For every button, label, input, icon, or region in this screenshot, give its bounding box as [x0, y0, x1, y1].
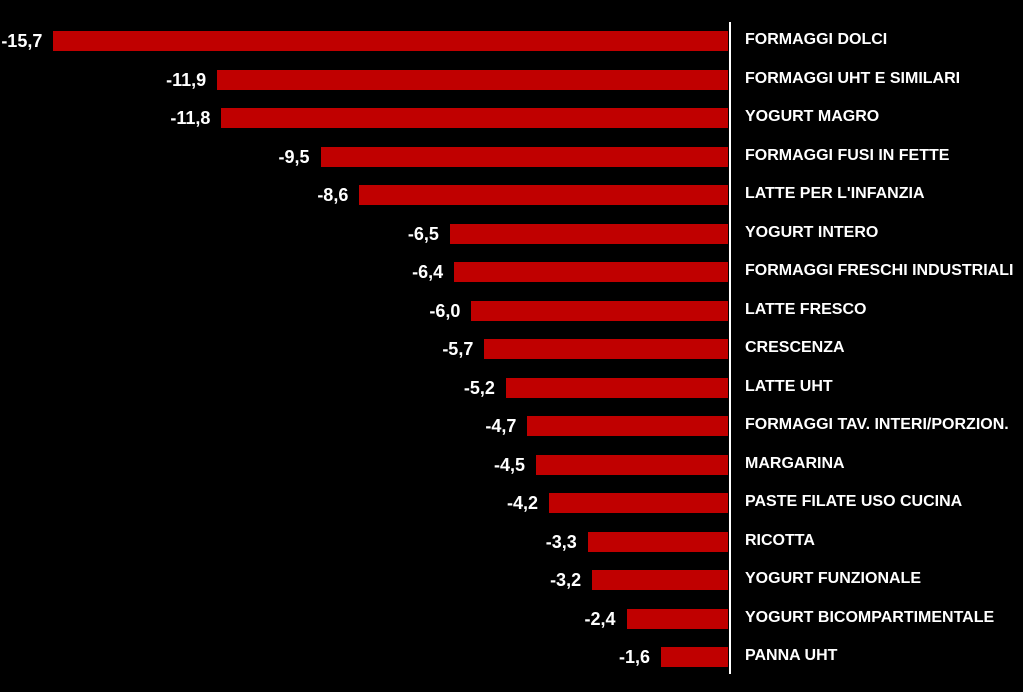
category-label: FORMAGGI DOLCI — [745, 31, 887, 49]
bar — [449, 223, 729, 245]
value-label: -1,6 — [619, 647, 650, 668]
chart-row: -2,4 YOGURT BICOMPARTIMENTALE — [0, 606, 1023, 645]
bar — [52, 30, 729, 52]
chart-row: -3,2 YOGURT FUNZIONALE — [0, 567, 1023, 606]
category-label: YOGURT BICOMPARTIMENTALE — [745, 609, 994, 627]
category-label: PANNA UHT — [745, 647, 837, 665]
value-label: -5,7 — [442, 339, 473, 360]
chart-row: -5,7 CRESCENZA — [0, 336, 1023, 375]
bar — [591, 569, 729, 591]
chart-row: -9,5 FORMAGGI FUSI IN FETTE — [0, 144, 1023, 183]
category-label: YOGURT FUNZIONALE — [745, 570, 921, 588]
bar — [526, 415, 729, 437]
chart-row: -5,2 LATTE UHT — [0, 375, 1023, 414]
chart-row: -4,2 PASTE FILATE USO CUCINA — [0, 490, 1023, 529]
chart-row: -1,6 PANNA UHT — [0, 644, 1023, 683]
category-label: FORMAGGI UHT E SIMILARI — [745, 70, 960, 88]
bar — [626, 608, 729, 630]
chart-row: -11,8 YOGURT MAGRO — [0, 105, 1023, 144]
chart-row: -6,5 YOGURT INTERO — [0, 221, 1023, 260]
value-label: -4,2 — [507, 493, 538, 514]
category-label: FORMAGGI FRESCHI INDUSTRIALI — [745, 262, 1013, 280]
value-label: -9,5 — [279, 147, 310, 168]
value-label: -11,9 — [166, 70, 206, 91]
value-label: -4,7 — [485, 416, 516, 437]
value-label: -15,7 — [1, 31, 42, 52]
chart-row: -4,5 MARGARINA — [0, 452, 1023, 491]
value-label: -4,5 — [494, 455, 525, 476]
bar — [548, 492, 729, 514]
category-label: PASTE FILATE USO CUCINA — [745, 493, 962, 511]
category-label: FORMAGGI TAV. INTERI/PORZION. — [745, 416, 1009, 434]
category-label: FORMAGGI FUSI IN FETTE — [745, 147, 949, 165]
value-label: -6,4 — [412, 262, 443, 283]
bar — [453, 261, 729, 283]
value-label: -6,5 — [408, 224, 439, 245]
bar-chart: -15,7 FORMAGGI DOLCI -11,9 FORMAGGI UHT E S… — [0, 0, 1023, 692]
category-label: YOGURT INTERO — [745, 224, 878, 242]
category-label: YOGURT MAGRO — [745, 108, 879, 126]
category-label: LATTE FRESCO — [745, 301, 866, 319]
category-label: RICOTTA — [745, 532, 815, 550]
value-label: -2,4 — [585, 609, 616, 630]
bar — [470, 300, 729, 322]
chart-row: -3,3 RICOTTA — [0, 529, 1023, 568]
chart-row: -8,6 LATTE PER L'INFANZIA — [0, 182, 1023, 221]
value-label: -11,8 — [170, 108, 210, 129]
value-label: -8,6 — [317, 185, 348, 206]
category-label: MARGARINA — [745, 455, 845, 473]
bar — [535, 454, 729, 476]
category-label: LATTE PER L'INFANZIA — [745, 185, 925, 203]
value-label: -6,0 — [429, 301, 460, 322]
category-label: CRESCENZA — [745, 339, 845, 357]
bar — [220, 107, 729, 129]
chart-row: -15,7 FORMAGGI DOLCI — [0, 28, 1023, 67]
bar — [216, 69, 729, 91]
chart-row: -4,7 FORMAGGI TAV. INTERI/PORZION. — [0, 413, 1023, 452]
bar — [320, 146, 729, 168]
chart-row: -6,4 FORMAGGI FRESCHI INDUSTRIALI — [0, 259, 1023, 298]
value-label: -3,2 — [550, 570, 581, 591]
bar — [505, 377, 729, 399]
chart-row: -11,9 FORMAGGI UHT E SIMILARI — [0, 67, 1023, 106]
value-label: -3,3 — [546, 532, 577, 553]
bar — [483, 338, 729, 360]
bar — [358, 184, 729, 206]
bar — [660, 646, 729, 668]
category-label: LATTE UHT — [745, 378, 833, 396]
chart-row: -6,0 LATTE FRESCO — [0, 298, 1023, 337]
value-label: -5,2 — [464, 378, 495, 399]
bar — [587, 531, 729, 553]
